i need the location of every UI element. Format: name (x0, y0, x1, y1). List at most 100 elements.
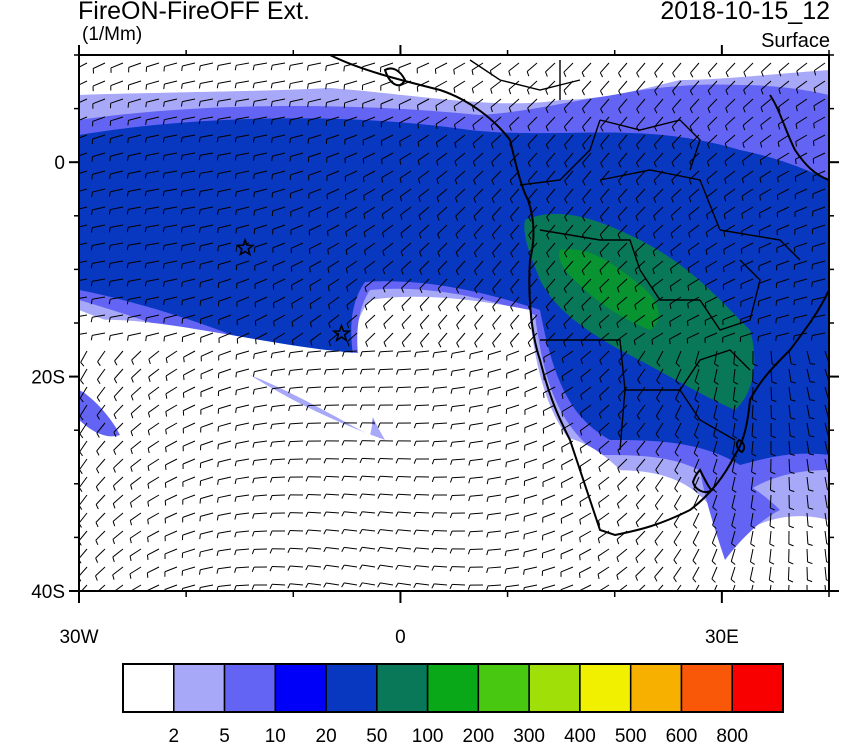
wind-barb (182, 530, 196, 536)
wind-barb (380, 98, 394, 105)
wind-barb-feather (714, 381, 719, 385)
wind-barb (488, 422, 502, 427)
wind-barb-feather (328, 341, 332, 347)
wind-barb-feather (109, 156, 111, 162)
wind-barb-feather (217, 479, 219, 485)
wind-barb (455, 224, 466, 235)
wind-barb-feather (617, 432, 621, 438)
wind-barb-feather (364, 305, 368, 311)
wind-barb-feather (113, 396, 117, 402)
wind-barb (812, 188, 826, 195)
wind-barb (579, 512, 592, 521)
wind-barb (451, 458, 466, 461)
wind-barb (218, 260, 232, 266)
wind-barb (130, 494, 142, 504)
wind-barb (473, 224, 484, 235)
wind-barb (419, 278, 430, 289)
wind-barb (813, 116, 826, 124)
wind-barb (600, 98, 610, 110)
wind-barb (182, 458, 196, 465)
wind-barb-feather (707, 90, 711, 96)
wind-barb-feather (486, 567, 489, 573)
wind-barb-feather (454, 179, 458, 185)
wind-barb (675, 368, 682, 382)
wind-barb-feather (216, 550, 219, 556)
wind-barb-feather (198, 227, 201, 233)
wind-barb (723, 242, 736, 250)
wind-barb (581, 296, 592, 307)
wind-barb (456, 314, 466, 326)
colorbar-label: 600 (666, 726, 698, 747)
wind-barb (307, 493, 322, 496)
wind-barb (398, 564, 412, 568)
wind-barb-feather (364, 268, 367, 274)
wind-barb (740, 332, 754, 338)
wind-barb (95, 476, 106, 488)
wind-barb (218, 512, 232, 516)
smoke-arm-southeast (700, 470, 780, 560)
wind-barb (758, 278, 772, 284)
wind-barb (724, 170, 736, 180)
wind-barb (776, 296, 790, 302)
wind-barb-feather (809, 435, 815, 438)
wind-barb-feather (108, 317, 111, 323)
wind-barb-feather (401, 287, 405, 293)
wind-barb (183, 404, 196, 412)
wind-barb (618, 134, 628, 146)
wind-barb-feather (163, 299, 165, 305)
wind-barb (129, 530, 142, 539)
wind-barb (732, 584, 736, 591)
wind-barb-feather (163, 318, 165, 324)
wind-barb-feather (234, 101, 237, 107)
wind-barb (713, 386, 718, 400)
wind-barb (579, 548, 592, 556)
wind-barb-feather (725, 72, 729, 78)
wind-barb (491, 134, 502, 145)
wind-barb-feather (450, 442, 453, 448)
wind-barb-feather (653, 162, 657, 168)
wind-barb (254, 296, 268, 303)
wind-barb (79, 440, 88, 453)
wind-barb-feather (545, 71, 548, 77)
wind-barb (510, 206, 520, 218)
wind-barb (723, 224, 736, 233)
wind-barb-feather (635, 504, 640, 510)
wind-barb (618, 116, 628, 128)
wind-barb-feather (359, 529, 363, 535)
wind-barb-feather (341, 564, 345, 570)
wind-barb-feather (273, 321, 275, 327)
wind-barb-feather (635, 522, 639, 528)
wind-barb (93, 62, 106, 69)
wind-barb (542, 584, 556, 590)
wind-barb (674, 422, 682, 435)
wind-barb-feather (473, 216, 477, 222)
wind-barb (401, 296, 412, 307)
wind-barb-feather (528, 306, 532, 312)
wind-barb-feather (752, 363, 758, 367)
wind-barb (692, 548, 700, 561)
wind-barb (325, 493, 340, 496)
wind-barb-feather (561, 465, 563, 471)
wind-barb (633, 332, 646, 341)
wind-barb-feather (270, 370, 273, 377)
wind-barb-feather (235, 425, 237, 431)
wind-barb-feather (545, 324, 549, 330)
wind-barb-feather (395, 547, 399, 553)
wind-barb-feather (359, 475, 363, 481)
wind-barb (200, 260, 214, 265)
wind-barb (788, 350, 792, 364)
wind-barb-feather (456, 324, 460, 330)
wind-barb-feather (346, 286, 349, 292)
wind-barb-feather (436, 215, 440, 221)
wind-barb-feather (579, 555, 581, 561)
wind-barb (79, 296, 88, 299)
wind-barb (732, 386, 736, 400)
wind-barb (492, 260, 502, 272)
wind-barb-feather (395, 440, 399, 446)
wind-barb (794, 314, 808, 319)
wind-barb (561, 476, 574, 484)
wind-barb-feather (693, 452, 699, 457)
wind-barb (561, 440, 574, 448)
wind-barb-feather (305, 440, 309, 447)
wind-barb-feather (732, 471, 737, 475)
